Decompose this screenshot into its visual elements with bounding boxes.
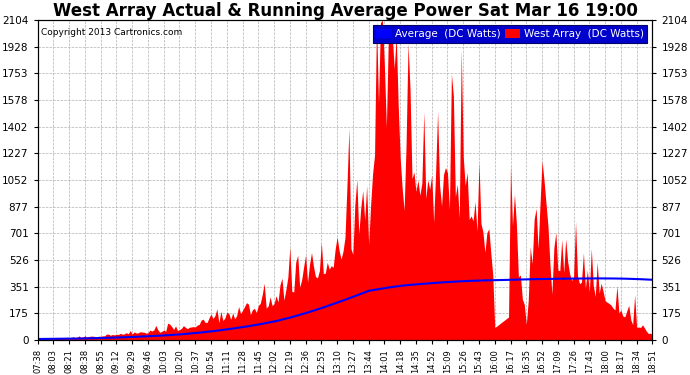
Legend: Average  (DC Watts), West Array  (DC Watts): Average (DC Watts), West Array (DC Watts… — [373, 26, 647, 43]
Title: West Array Actual & Running Average Power Sat Mar 16 19:00: West Array Actual & Running Average Powe… — [52, 2, 638, 20]
Text: Copyright 2013 Cartronics.com: Copyright 2013 Cartronics.com — [41, 28, 182, 37]
